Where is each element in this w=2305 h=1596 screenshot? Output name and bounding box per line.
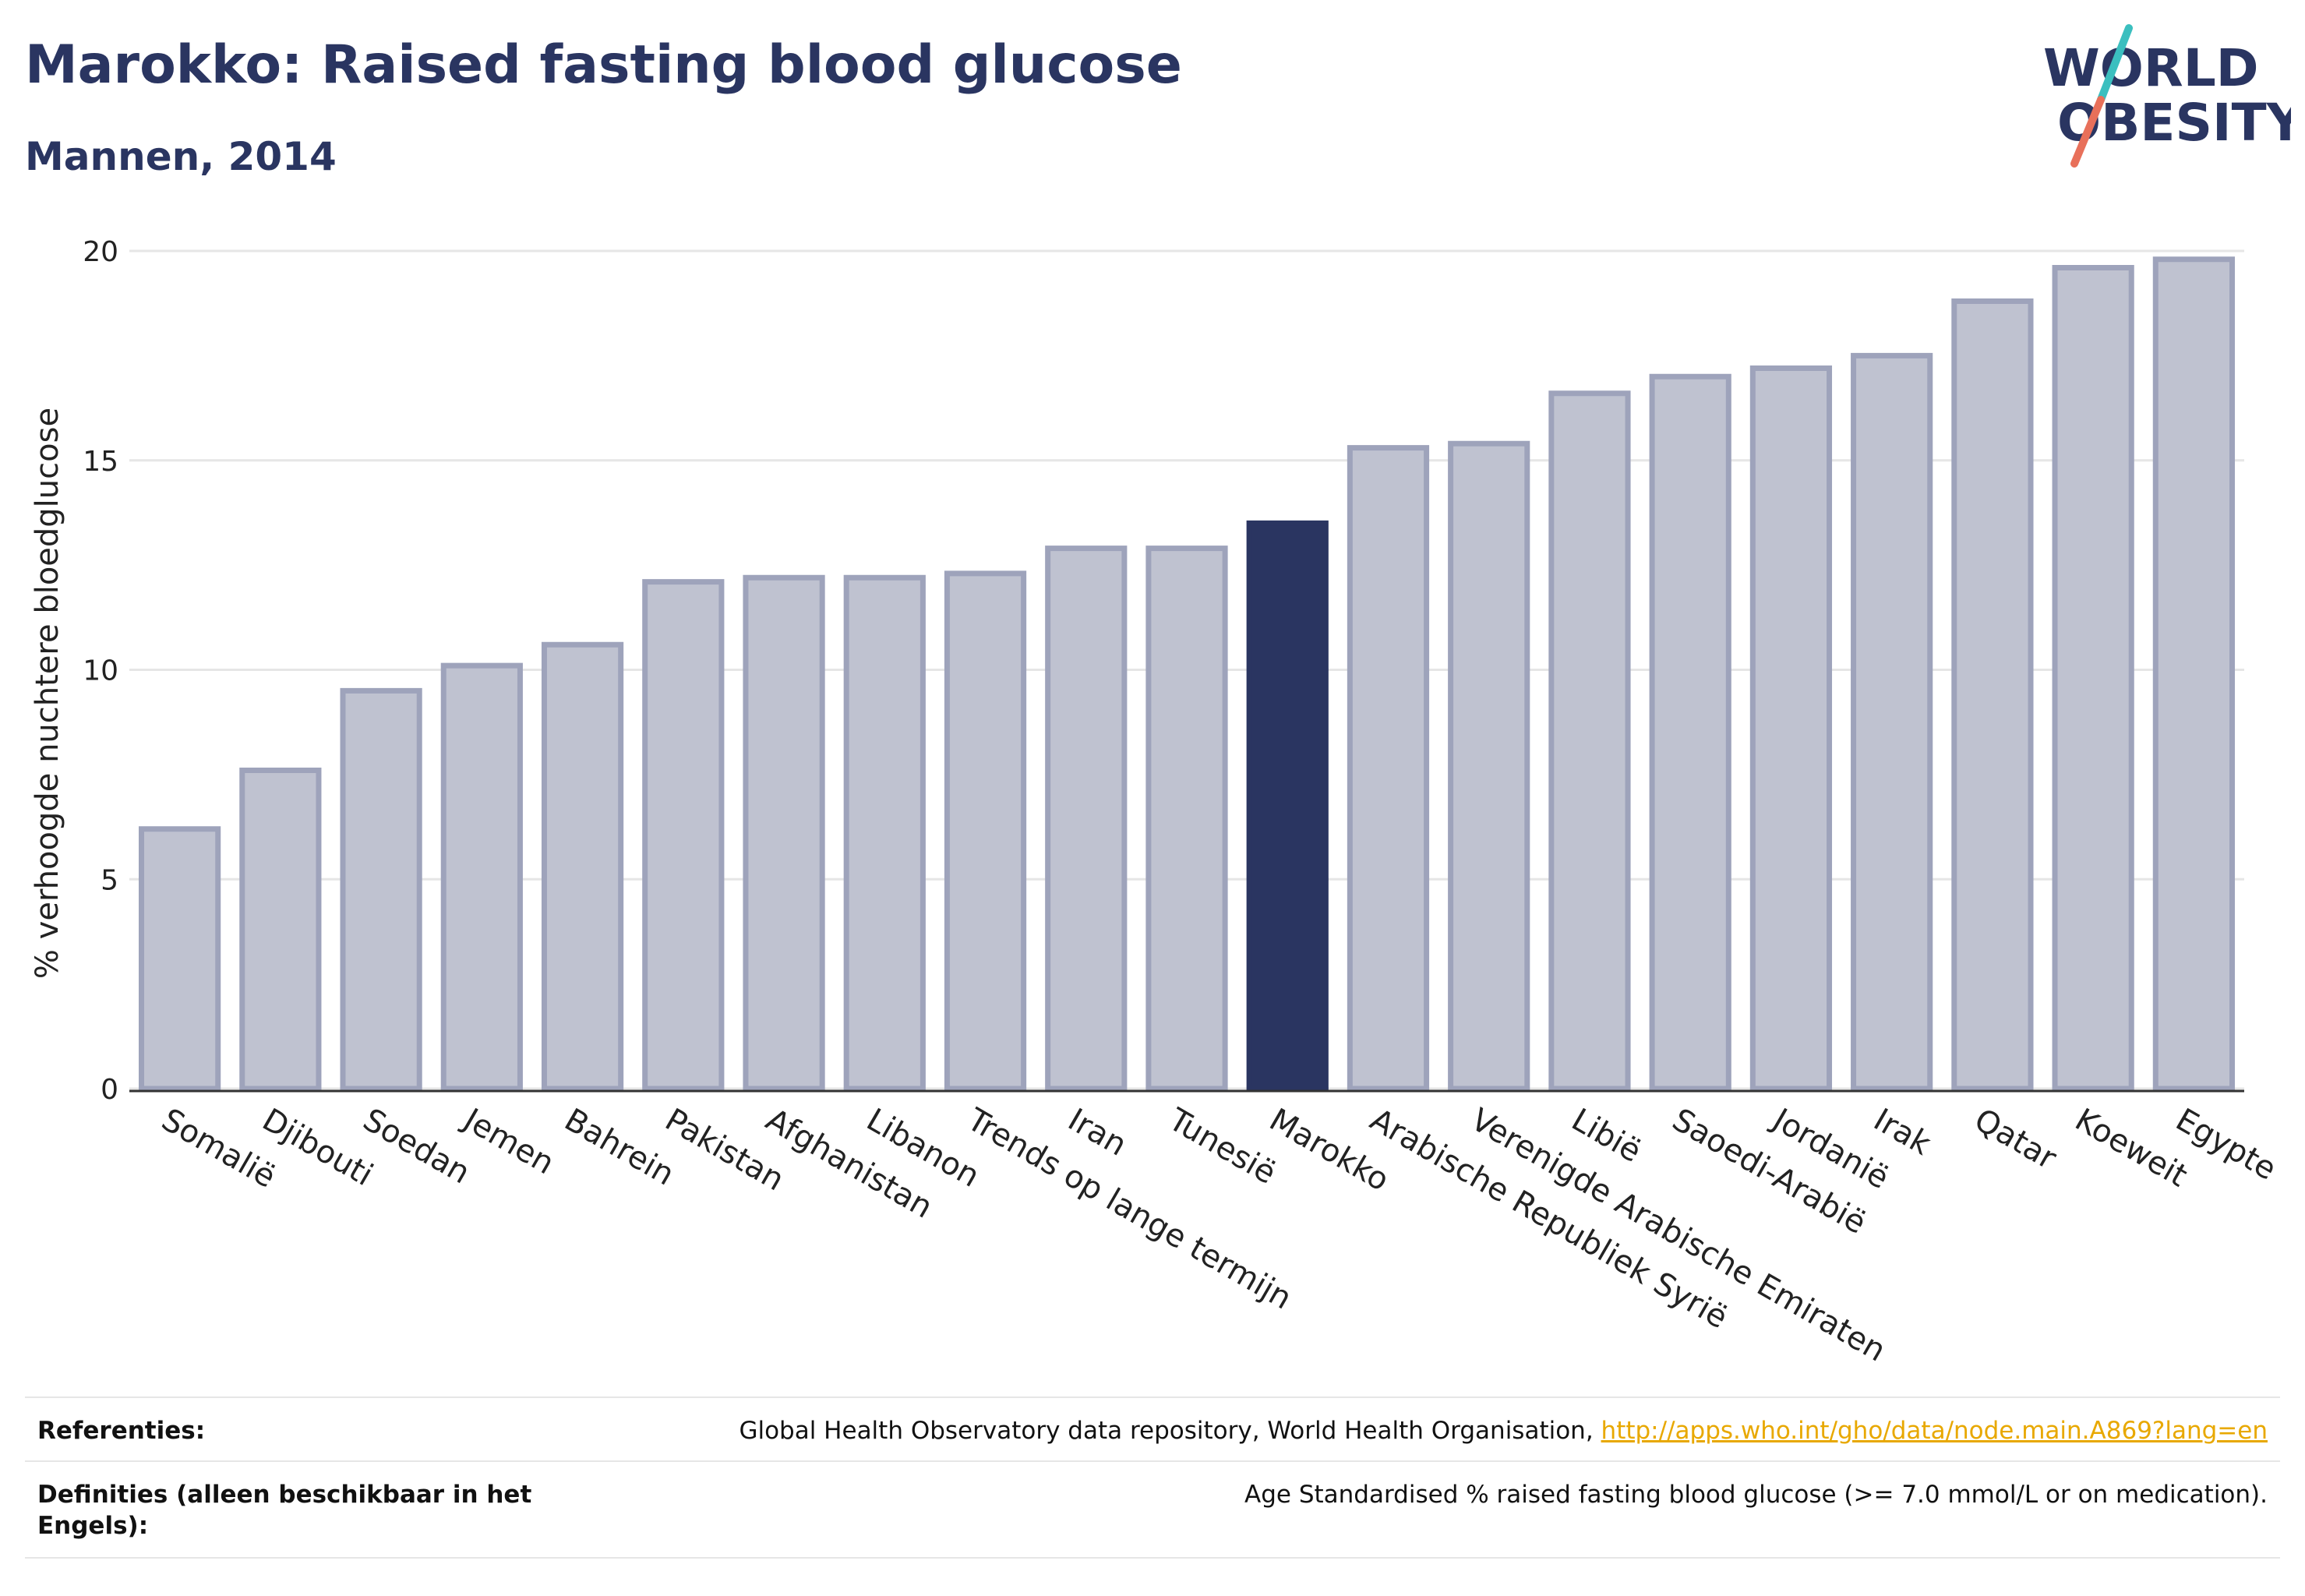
references-text: Global Health Observatory data repositor… xyxy=(739,1417,1601,1445)
logo-text-world: WORLD xyxy=(2043,38,2259,98)
x-category-label: Somalië xyxy=(156,1102,282,1195)
bar xyxy=(1145,546,1228,1092)
y-tick-label: 20 xyxy=(83,236,118,268)
bar xyxy=(239,768,322,1092)
logo-slash-bottom xyxy=(2070,96,2105,168)
references-row: Referenties: Global Health Observatory d… xyxy=(25,1396,2280,1460)
y-axis-title: % verhoogde nuchtere bloedglucose xyxy=(30,408,65,979)
x-category-label: Iran xyxy=(1062,1102,1133,1163)
x-category-label: Jemen xyxy=(456,1100,560,1181)
bar xyxy=(1749,365,1833,1092)
bar xyxy=(642,579,725,1092)
bar xyxy=(1045,546,1128,1092)
y-tick-label: 15 xyxy=(83,446,118,478)
bar xyxy=(2152,256,2235,1092)
y-tick-label: 10 xyxy=(83,655,118,687)
bar xyxy=(340,687,422,1092)
x-category-label: Koeweit xyxy=(2069,1102,2193,1195)
chart-title: Marokko: Raised fasting blood glucose xyxy=(25,34,1182,96)
bar xyxy=(1649,373,1731,1092)
bar xyxy=(1548,390,1631,1092)
references-value: Global Health Observatory data repositor… xyxy=(739,1415,2268,1446)
references-link[interactable]: http://apps.who.int/gho/data/node.main.A… xyxy=(1601,1417,2268,1445)
bar xyxy=(1246,520,1329,1092)
y-axis-ticks: 0 5 10 15 20 xyxy=(83,236,118,1106)
x-category-label: Bahrein xyxy=(559,1102,680,1193)
definitions-row: Definities (alleen beschikbaar in het En… xyxy=(25,1460,2280,1559)
x-category-label: Tunesië xyxy=(1162,1101,1282,1191)
bar xyxy=(139,826,221,1092)
chart-subtitle: Mannen, 2014 xyxy=(25,134,337,179)
world-obesity-logo: WORLD OBESITY xyxy=(2043,24,2291,168)
x-category-label: Irak xyxy=(1868,1102,1937,1163)
bar xyxy=(1347,445,1430,1092)
logo-slash-top xyxy=(2097,24,2133,104)
x-axis-labels: SomaliëDjiboutiSoedanJemenBahreinPakista… xyxy=(156,1100,2282,1368)
y-tick-label: 5 xyxy=(101,864,118,896)
bar xyxy=(743,574,825,1092)
bar xyxy=(1951,298,2034,1092)
y-tick-label: 0 xyxy=(101,1074,118,1106)
bar-chart: 0 5 10 15 20 SomaliëDjiboutiSoedanJemenBahre… xyxy=(30,236,2282,1369)
bar xyxy=(541,641,624,1092)
x-category-label: Qatar xyxy=(1968,1102,2063,1177)
bar xyxy=(843,574,926,1092)
x-category-label: Djibouti xyxy=(256,1102,379,1193)
references-label: Referenties: xyxy=(37,1417,206,1445)
bar xyxy=(2052,265,2134,1092)
definitions-label: Definities (alleen beschikbaar in het En… xyxy=(37,1481,532,1540)
bar xyxy=(944,570,1027,1092)
chart-bars xyxy=(139,256,2235,1092)
bar xyxy=(440,662,523,1092)
bar xyxy=(1851,352,1933,1092)
x-category-label: Soedan xyxy=(357,1102,476,1192)
bar xyxy=(1448,440,1530,1092)
definitions-value: Age Standardised % raised fasting blood … xyxy=(1244,1481,2268,1509)
